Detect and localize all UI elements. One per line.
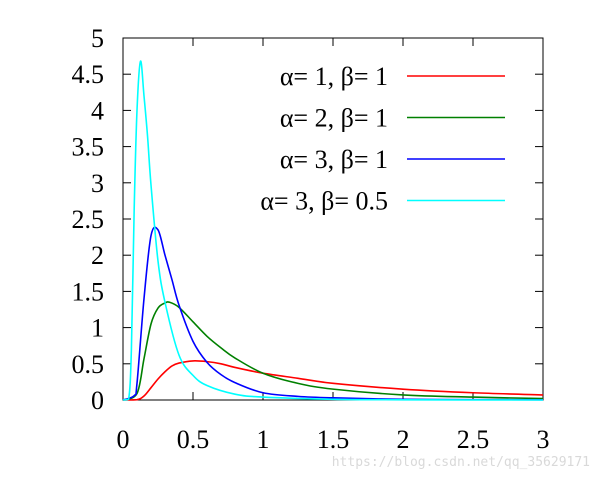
x-tick-label: 1.5 (317, 425, 350, 454)
y-tick-label: 2.5 (72, 205, 105, 234)
legend-label-1: α= 1, β= 1 (280, 62, 388, 91)
y-tick-label: 3.5 (72, 133, 105, 162)
x-tick-label: 0 (117, 425, 130, 454)
y-tick-label: 1.5 (72, 277, 105, 306)
series-line-1 (122, 360, 544, 401)
y-tick-label: 2 (91, 241, 104, 270)
y-tick-label: 3 (91, 169, 104, 198)
x-tick-label: 2.5 (457, 425, 490, 454)
series-line-2 (122, 301, 544, 401)
y-tick-label: 0.5 (72, 350, 105, 379)
series-line-3 (122, 226, 544, 401)
x-tick-label: 1 (257, 425, 270, 454)
y-tick-label: 4 (91, 96, 104, 125)
y-tick-label: 4.5 (72, 60, 105, 89)
axis-ticks (123, 38, 543, 400)
legend-label-3: α= 3, β= 1 (280, 145, 388, 174)
y-tick-label: 1 (91, 314, 104, 343)
watermark-text: https://blog.csdn.net/qq_35629171 (331, 455, 590, 470)
plot-area-frame (122, 37, 544, 401)
x-tick-label: 0.5 (177, 425, 210, 454)
series-curves (122, 60, 544, 401)
series-line-4 (122, 60, 544, 401)
legend-label-2: α= 2, β= 1 (280, 104, 388, 133)
y-axis-tick-labels: 0 0.5 1 1.5 2 2.5 3 3.5 4 4.5 5 (72, 24, 105, 415)
legend: α= 1, β= 1 α= 2, β= 1 α= 3, β= 1 α= 3, β= 0… (260, 62, 505, 216)
y-tick-label: 5 (91, 24, 104, 53)
x-tick-label: 2 (397, 425, 410, 454)
x-tick-label: 3 (537, 425, 550, 454)
x-axis-tick-labels: 0 0.5 1 1.5 2 2.5 3 (117, 425, 550, 454)
legend-label-4: α= 3, β= 0.5 (260, 187, 388, 216)
y-tick-label: 0 (91, 386, 104, 415)
